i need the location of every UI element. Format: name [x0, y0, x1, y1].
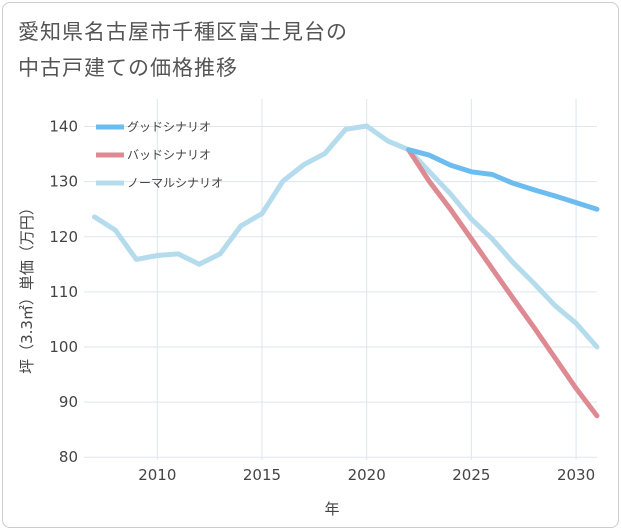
y-tick-label: 90 [59, 393, 78, 411]
x-tick-label: 2010 [138, 466, 176, 484]
y-tick-label: 140 [49, 118, 78, 136]
x-tick-label: 2015 [243, 466, 281, 484]
y-tick-label: 130 [49, 173, 78, 191]
series-line-0 [406, 147, 600, 212]
x-tick-label: 2025 [452, 466, 490, 484]
legend-label-1: バッドシナリオ [127, 148, 211, 162]
y-tick-label: 80 [59, 448, 78, 466]
x-axis-title: 年 [324, 500, 339, 518]
series-line-1 [406, 147, 600, 419]
y-tick-label: 110 [49, 283, 78, 301]
y-tick-labels: 80 90 100 110 120 130 140 [49, 118, 78, 467]
y-axis-title: 坪（3.3㎡）単価（万円） [18, 200, 36, 374]
series-lines [92, 123, 600, 419]
grid-lines [84, 99, 597, 460]
chart-title: 愛知県名古屋市千種区富士見台の 中古戸建ての価格推移 [18, 20, 348, 80]
legend-label-2: ノーマルシナリオ [127, 176, 223, 190]
x-tick-labels: 2010 2015 2020 2025 2030 [138, 466, 595, 484]
x-tick-label: 2030 [557, 466, 595, 484]
y-tick-label: 100 [49, 338, 78, 356]
x-tick-label: 2020 [348, 466, 386, 484]
legend-label-0: グッドシナリオ [127, 120, 211, 134]
series-line-2 [92, 123, 600, 350]
y-tick-label: 120 [49, 228, 78, 246]
